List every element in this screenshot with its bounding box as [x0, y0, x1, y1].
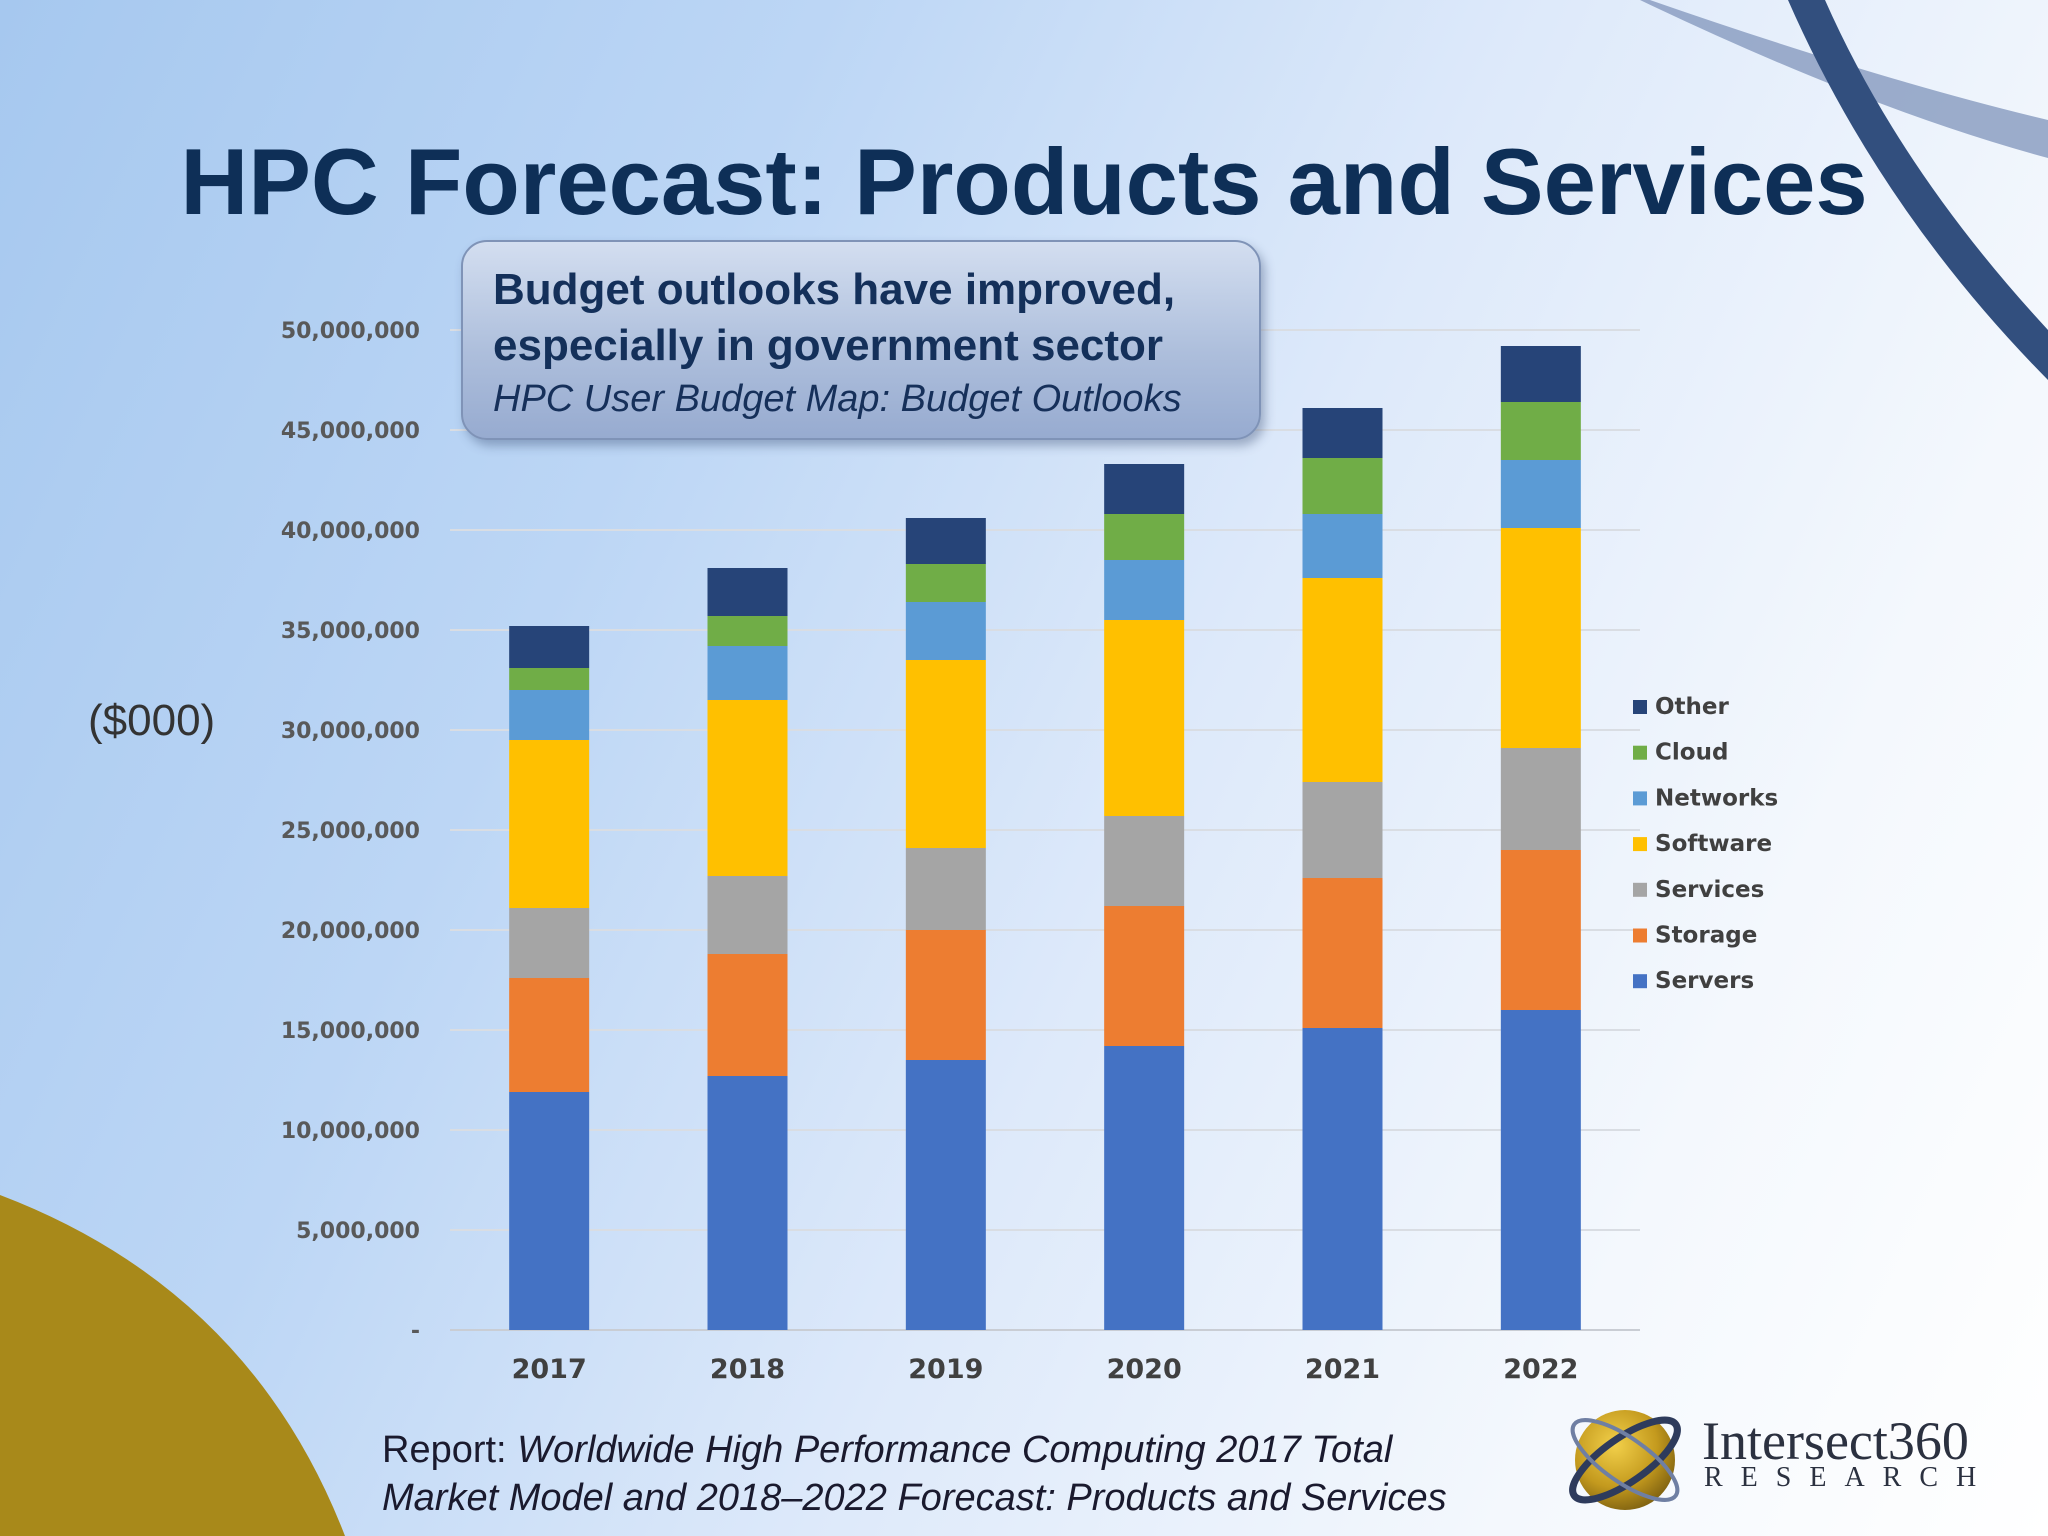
callout-line-3: HPC User Budget Map: Budget Outlooks — [493, 378, 1182, 420]
bar-software-2021 — [1302, 578, 1383, 782]
y-tick-label: 35,000,000 — [281, 619, 420, 644]
bar-cloud-2017 — [509, 668, 590, 690]
y-tick-label: 10,000,000 — [281, 1119, 420, 1144]
callout-line-1: Budget outlooks have improved, — [493, 265, 1176, 314]
y-tick-label: 20,000,000 — [281, 919, 420, 944]
bar-services-2017 — [509, 908, 590, 978]
y-axis-ticks: - 5,000,000 10,000,000 15,000,000 20,000,000… — [281, 319, 420, 1344]
x-axis-ticks: 2017 2018 2019 2020 2021 2022 — [512, 1354, 1579, 1385]
bar-storage-2021 — [1302, 878, 1383, 1028]
bar-servers-2019 — [905, 1060, 986, 1330]
intersect360-logo — [1569, 1410, 1681, 1510]
bar-networks-2017 — [509, 690, 590, 740]
bar-cloud-2018 — [707, 616, 788, 646]
bar-servers-2017 — [509, 1092, 590, 1330]
legend-label-services: Services — [1655, 877, 1764, 903]
bar-cloud-2021 — [1302, 458, 1383, 514]
x-tick-label: 2022 — [1503, 1354, 1578, 1385]
report-citation: Report: Worldwide High Performance Compu… — [382, 1426, 1447, 1522]
callout-line-2: especially in government sector — [493, 321, 1164, 370]
logo-subtitle: RESEARCH — [1704, 1462, 1995, 1493]
legend-swatch-cloud — [1633, 745, 1647, 760]
bottom-left-arc-shape — [0, 1195, 345, 1536]
legend-label-other: Other — [1655, 694, 1730, 720]
x-tick-label: 2018 — [710, 1354, 785, 1385]
bars — [509, 346, 1581, 1330]
legend-swatch-networks — [1633, 791, 1647, 806]
bar-software-2018 — [707, 700, 788, 876]
bar-cloud-2020 — [1104, 514, 1185, 560]
gridlines — [450, 329, 1640, 1331]
bar-services-2022 — [1500, 748, 1581, 850]
legend-swatch-storage — [1633, 928, 1647, 943]
bar-other-2020 — [1104, 464, 1185, 514]
bar-networks-2019 — [905, 602, 986, 660]
y-tick-label: 5,000,000 — [296, 1219, 420, 1244]
legend-swatch-servers — [1633, 974, 1647, 989]
bar-storage-2020 — [1104, 906, 1185, 1046]
bar-servers-2022 — [1500, 1010, 1581, 1330]
bar-services-2021 — [1302, 782, 1383, 878]
bar-servers-2021 — [1302, 1028, 1383, 1330]
legend-swatch-other — [1633, 700, 1647, 714]
bar-cloud-2019 — [905, 564, 986, 602]
legend-label-software: Software — [1655, 831, 1772, 857]
bar-other-2021 — [1302, 408, 1383, 458]
x-tick-label: 2017 — [512, 1354, 587, 1385]
legend-label-storage: Storage — [1655, 923, 1757, 949]
bar-services-2018 — [707, 876, 788, 954]
bar-networks-2018 — [707, 646, 788, 700]
legend-label-cloud: Cloud — [1655, 740, 1728, 766]
orbit-ring-icon — [1569, 1416, 1681, 1504]
bar-cloud-2022 — [1500, 402, 1581, 460]
y-tick-label: 45,000,000 — [281, 419, 420, 444]
orbit-ring-icon — [1570, 1418, 1680, 1502]
legend-swatch-software — [1633, 837, 1647, 852]
bar-services-2020 — [1104, 816, 1185, 906]
slide-title: HPC Forecast: Products and Services — [180, 129, 1868, 234]
x-tick-label: 2019 — [908, 1354, 983, 1385]
y-tick-label: 30,000,000 — [281, 719, 420, 744]
logo-name: Intersect360 — [1702, 1411, 1969, 1471]
bar-other-2022 — [1500, 346, 1581, 402]
globe-icon — [1575, 1410, 1675, 1510]
y-tick-label: 15,000,000 — [281, 1019, 420, 1044]
report-title-line-1: Worldwide High Performance Computing 201… — [517, 1429, 1393, 1471]
bar-servers-2018 — [707, 1076, 788, 1330]
bar-services-2019 — [905, 848, 986, 930]
right-swoosh-shape — [1788, 0, 2048, 380]
legend: Other Cloud Networks Software Services Storag… — [1633, 694, 1778, 994]
report-prefix: Report: — [382, 1429, 518, 1471]
bar-storage-2022 — [1500, 850, 1581, 1010]
legend-label-networks: Networks — [1655, 785, 1778, 811]
bar-storage-2019 — [905, 930, 986, 1060]
y-tick-label: 25,000,000 — [281, 819, 420, 844]
legend-swatch-services — [1633, 882, 1647, 897]
legend-label-servers: Servers — [1655, 968, 1754, 994]
y-tick-label: 50,000,000 — [281, 319, 420, 344]
y-tick-label: - — [411, 1319, 420, 1344]
bar-networks-2020 — [1104, 560, 1185, 620]
unit-label: ($000) — [88, 696, 216, 745]
bar-storage-2017 — [509, 978, 590, 1092]
bar-networks-2021 — [1302, 514, 1383, 578]
bar-software-2017 — [509, 740, 590, 908]
bar-other-2018 — [707, 568, 788, 616]
callout-box: Budget outlooks have improved, especiall… — [461, 240, 1261, 440]
report-title-line-2: Market Model and 2018–2022 Forecast: Pro… — [382, 1477, 1447, 1519]
bar-servers-2020 — [1104, 1046, 1185, 1330]
y-tick-label: 40,000,000 — [281, 519, 420, 544]
bar-other-2019 — [905, 518, 986, 564]
bar-software-2022 — [1500, 528, 1581, 748]
bar-software-2020 — [1104, 620, 1185, 816]
bar-networks-2022 — [1500, 460, 1581, 528]
bar-other-2017 — [509, 626, 590, 668]
bar-storage-2018 — [707, 954, 788, 1076]
x-tick-label: 2020 — [1107, 1354, 1182, 1385]
bar-software-2019 — [905, 660, 986, 848]
x-tick-label: 2021 — [1305, 1354, 1380, 1385]
